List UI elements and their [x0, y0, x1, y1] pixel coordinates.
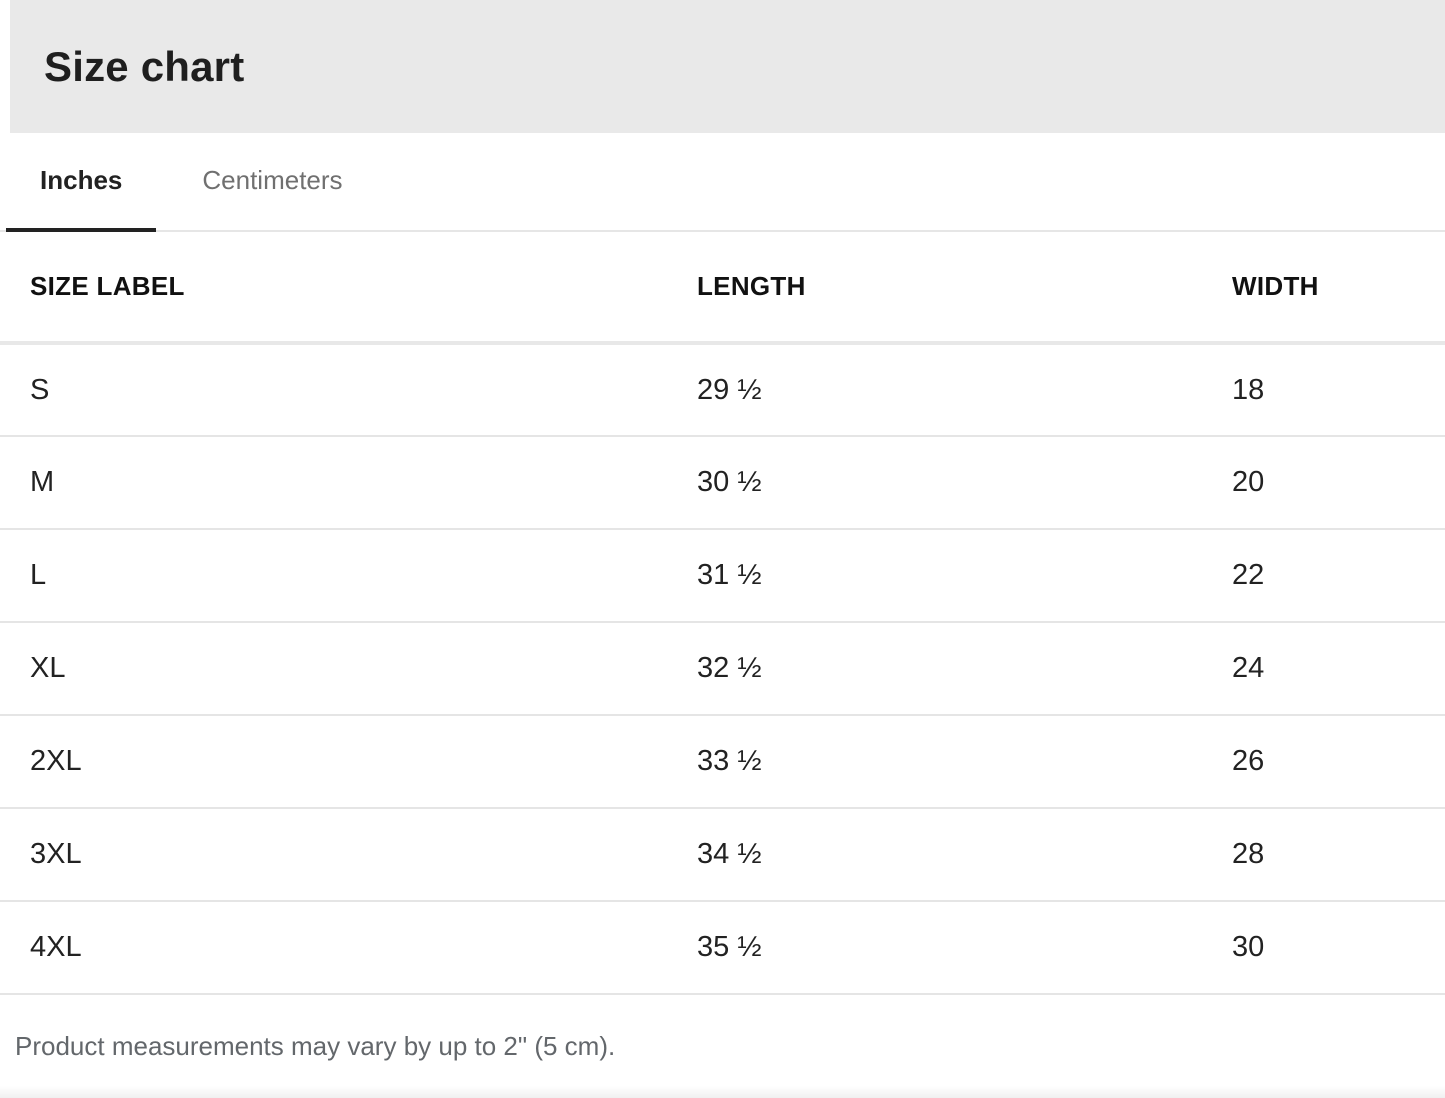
length-cell: 32 ½: [697, 622, 1232, 716]
size-label-cell: 4XL: [0, 901, 697, 995]
width-cell: 26: [1232, 715, 1445, 809]
size-table: SIZE LABEL LENGTH WIDTH S 29 ½ 18 M 30 ½…: [0, 232, 1445, 995]
table-row: XL 32 ½ 24: [0, 622, 1445, 716]
unit-tabs: Inches Centimeters: [0, 133, 1445, 232]
measurement-variance-note: Product measurements may vary by up to 2…: [15, 1031, 616, 1061]
titlebar: Size chart: [10, 0, 1445, 133]
size-label-cell: 2XL: [0, 715, 697, 809]
tab-inches[interactable]: Inches: [6, 133, 157, 232]
width-cell: 18: [1232, 343, 1445, 437]
size-label-cell: M: [0, 436, 697, 530]
size-label-cell: S: [0, 343, 697, 437]
table-row: S 29 ½ 18: [0, 343, 1445, 437]
length-cell: 30 ½: [697, 436, 1232, 530]
width-cell: 20: [1232, 436, 1445, 530]
width-cell: 22: [1232, 529, 1445, 623]
tab-centimeters[interactable]: Centimeters: [168, 133, 376, 232]
col-header-size-label: SIZE LABEL: [0, 232, 697, 345]
table-row: L 31 ½ 22: [0, 529, 1445, 623]
width-cell: 28: [1232, 808, 1445, 902]
length-cell: 29 ½: [697, 343, 1232, 437]
width-cell: 30: [1232, 901, 1445, 995]
size-label-cell: XL: [0, 622, 697, 716]
table-row: 4XL 35 ½ 30: [0, 901, 1445, 995]
table-row: 2XL 33 ½ 26: [0, 715, 1445, 809]
length-cell: 33 ½: [697, 715, 1232, 809]
size-table-body: S 29 ½ 18 M 30 ½ 20 L 31 ½ 22 XL 32 ½ 24…: [0, 343, 1445, 995]
header-row: SIZE LABEL LENGTH WIDTH: [0, 232, 1445, 345]
col-header-width: WIDTH: [1232, 232, 1445, 345]
bottom-edge-band: [0, 1086, 1445, 1098]
table-row: 3XL 34 ½ 28: [0, 808, 1445, 902]
size-label-cell: L: [0, 529, 697, 623]
length-cell: 34 ½: [697, 808, 1232, 902]
size-table-header: SIZE LABEL LENGTH WIDTH: [0, 232, 1445, 345]
size-label-cell: 3XL: [0, 808, 697, 902]
col-header-length: LENGTH: [697, 232, 1232, 345]
table-row: M 30 ½ 20: [0, 436, 1445, 530]
length-cell: 31 ½: [697, 529, 1232, 623]
page-title: Size chart: [44, 42, 245, 90]
width-cell: 24: [1232, 622, 1445, 716]
length-cell: 35 ½: [697, 901, 1232, 995]
